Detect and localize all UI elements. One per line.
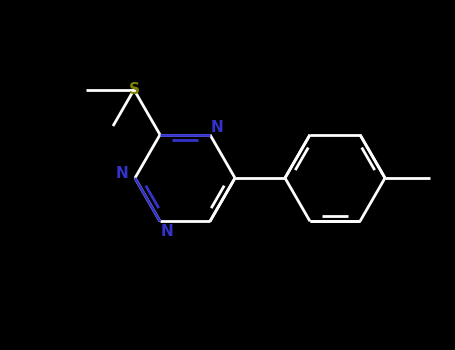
- Text: S: S: [128, 82, 140, 97]
- Text: N: N: [211, 120, 223, 135]
- Text: N: N: [161, 224, 173, 239]
- Text: N: N: [116, 166, 128, 181]
